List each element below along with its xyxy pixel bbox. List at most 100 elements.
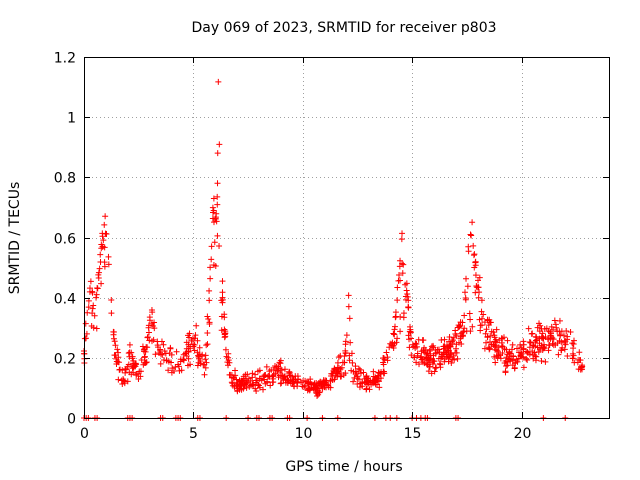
- data-point: [82, 320, 89, 327]
- data-point: [551, 317, 558, 324]
- data-point: [356, 384, 363, 391]
- data-point: [337, 352, 344, 359]
- data-point: [526, 344, 533, 351]
- data-point: [207, 264, 214, 271]
- data-point: [252, 377, 259, 384]
- data-point: [266, 368, 273, 375]
- data-point: [141, 354, 148, 361]
- data-point: [99, 233, 106, 240]
- data-point: [492, 359, 499, 366]
- data-point: [209, 204, 216, 211]
- data-point: [334, 359, 341, 366]
- data-point: [277, 357, 284, 364]
- data-point: [545, 335, 552, 342]
- data-point: [383, 349, 390, 356]
- data-point: [499, 350, 506, 357]
- data-point: [475, 294, 482, 301]
- data-point: [469, 219, 476, 226]
- data-point: [196, 351, 203, 358]
- data-point: [504, 337, 511, 344]
- data-point: [540, 335, 547, 342]
- data-point: [397, 277, 404, 284]
- data-point: [331, 366, 338, 373]
- data-point: [450, 353, 457, 360]
- data-point: [118, 377, 125, 384]
- data-point: [472, 258, 479, 265]
- data-point: [245, 375, 252, 382]
- data-point: [540, 343, 547, 350]
- data-point: [93, 291, 100, 298]
- data-point: [558, 347, 565, 354]
- data-point: [514, 345, 521, 352]
- data-point: [236, 385, 243, 392]
- data-point: [348, 350, 355, 357]
- data-point: [357, 370, 364, 377]
- data-point: [108, 310, 115, 317]
- data-point: [115, 349, 122, 356]
- data-point: [219, 289, 226, 296]
- data-point: [345, 303, 352, 310]
- data-point: [408, 335, 415, 342]
- data-point: [488, 328, 495, 335]
- data-point: [250, 382, 257, 389]
- data-point: [85, 304, 92, 311]
- y-tick-label: 0: [67, 412, 76, 428]
- data-point: [420, 347, 427, 354]
- data-point: [437, 361, 444, 368]
- data-point: [338, 364, 345, 371]
- data-point: [157, 347, 164, 354]
- data-point: [249, 374, 256, 381]
- data-point: [567, 329, 574, 336]
- data-point: [430, 344, 437, 351]
- data-point: [292, 373, 299, 380]
- data-point: [346, 315, 353, 322]
- data-point: [486, 345, 493, 352]
- data-point: [172, 364, 179, 371]
- data-point: [470, 242, 477, 249]
- data-point: [226, 371, 233, 378]
- data-point: [491, 334, 498, 341]
- data-point: [536, 340, 543, 347]
- data-point: [467, 316, 474, 323]
- data-point: [403, 287, 410, 294]
- data-point: [203, 342, 210, 349]
- data-point: [397, 328, 404, 335]
- data-point: [441, 343, 448, 350]
- data-point: [373, 376, 380, 383]
- data-point: [399, 230, 406, 237]
- data-point: [126, 349, 133, 356]
- data-point: [202, 356, 209, 363]
- data-point: [553, 324, 560, 331]
- data-point: [545, 347, 552, 354]
- data-point: [305, 386, 312, 393]
- data-point: [229, 382, 236, 389]
- data-point: [202, 364, 209, 371]
- data-point: [102, 213, 109, 220]
- data-point: [314, 392, 321, 399]
- data-point: [347, 339, 354, 346]
- data-point: [105, 261, 112, 268]
- data-point: [178, 367, 185, 374]
- data-point: [333, 369, 340, 376]
- data-point: [531, 349, 538, 356]
- data-point: [408, 352, 415, 359]
- data-point: [425, 356, 432, 363]
- data-point: [200, 361, 207, 368]
- data-point: [232, 372, 239, 379]
- data-point: [533, 353, 540, 360]
- data-point: [173, 348, 180, 355]
- data-point: [445, 358, 452, 365]
- data-point: [115, 376, 122, 383]
- data-point: [111, 338, 118, 345]
- data-point: [570, 345, 577, 352]
- data-point: [487, 332, 494, 339]
- data-point: [241, 381, 248, 388]
- data-point: [467, 231, 474, 238]
- data-point: [97, 251, 104, 258]
- data-point: [100, 237, 107, 244]
- data-point: [143, 344, 150, 351]
- data-point: [285, 377, 292, 384]
- data-point: [266, 373, 273, 380]
- data-point: [483, 339, 490, 346]
